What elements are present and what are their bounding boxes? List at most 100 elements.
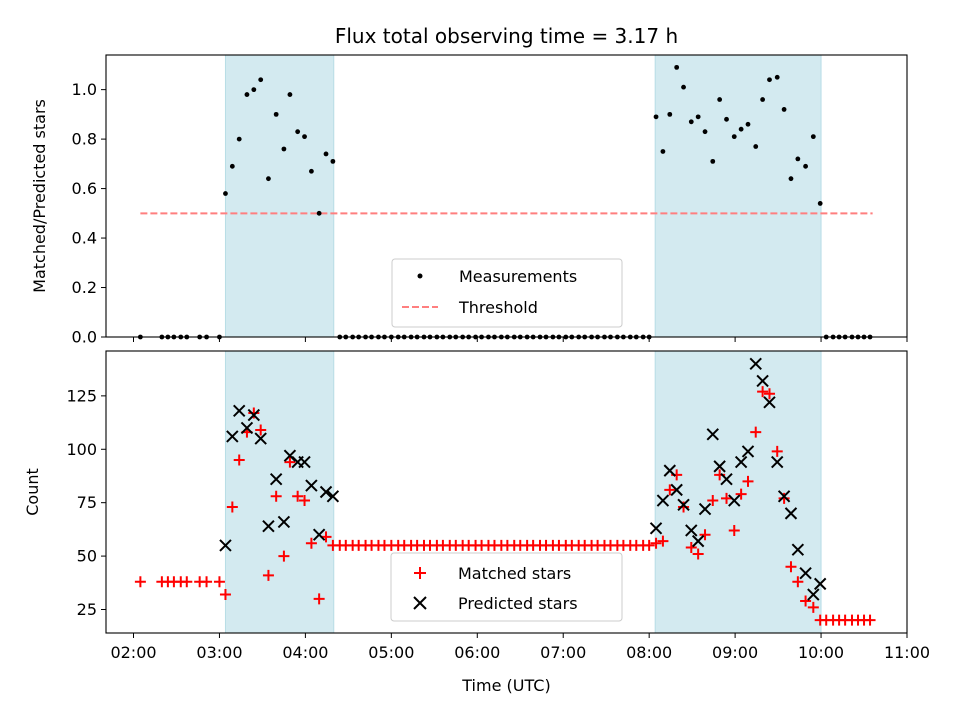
measurement-point [745, 121, 751, 127]
measurement-point [695, 114, 701, 120]
measurement-point [266, 176, 271, 182]
y-tick-label: 0.2 [72, 278, 97, 297]
measurement-point [760, 97, 766, 102]
measurement-point [738, 126, 744, 132]
matched-star-point [721, 492, 733, 504]
predicted-star-point [784, 507, 798, 520]
matched-star-point [678, 501, 690, 513]
shaded-region [224, 350, 335, 634]
shaded-regions-bottom [224, 350, 822, 634]
matched-star-point [657, 535, 669, 547]
measurement-point [316, 210, 322, 216]
measurement-point [229, 163, 235, 169]
legend-top: Measurements Threshold [391, 258, 623, 328]
predicted-star-point [277, 515, 291, 529]
measurement-point [788, 176, 794, 182]
measurement-point [281, 146, 287, 152]
predicted-star-point [247, 408, 261, 422]
measurement-point [681, 84, 686, 90]
matched-star-point [650, 537, 662, 549]
matched-star-point [864, 614, 876, 626]
predicted-star-point [741, 445, 755, 458]
y-tick-label: 100 [66, 440, 97, 459]
matched-star-point [233, 454, 245, 466]
matched-star-point [255, 424, 267, 436]
y-tick-label: 0.0 [72, 328, 97, 347]
predicted-star-point [756, 374, 769, 388]
legend-measurements-marker [417, 273, 423, 279]
matched-star-point [134, 576, 146, 588]
measurement-point [795, 156, 801, 162]
y-tick-label: 125 [66, 386, 97, 405]
measurement-point [223, 191, 228, 196]
matched-star-point [692, 548, 704, 560]
measurement-point [660, 149, 666, 154]
x-tick-label: 04:00 [282, 643, 328, 662]
y-axis-top: 0.0 0.2 0.4 0.6 0.8 1.0 [72, 80, 106, 347]
matched-star-point [800, 595, 812, 607]
matched-star-point [262, 569, 274, 581]
y-tick-label: 0.6 [72, 179, 97, 198]
y-tick-label: 0.4 [72, 229, 97, 248]
y-axis-label-bottom: Count [23, 468, 42, 516]
predicted-star-point [219, 539, 232, 552]
measurement-point [810, 134, 816, 140]
x-tick-label: 02:00 [110, 643, 156, 662]
predicted-star-point [298, 455, 311, 469]
predicted-star-points [219, 357, 827, 601]
x-tick-label: 03:00 [196, 643, 242, 662]
matched-star-point [685, 542, 697, 554]
panel-counts: 25 50 75 100 125 02:00 03:00 04:00 05:00 06:00 07… [23, 350, 930, 695]
predicted-star-point [305, 479, 318, 492]
y-tick-label: 50 [77, 547, 97, 566]
measurement-point [724, 116, 729, 122]
predicted-star-point [728, 494, 741, 507]
x-tick-label: 05:00 [368, 643, 414, 662]
measurement-point [309, 168, 314, 174]
matched-star-point [201, 576, 213, 588]
measurement-point [244, 92, 250, 97]
y-tick-label: 1.0 [72, 80, 97, 99]
matched-star-point [248, 407, 260, 419]
matched-star-point [284, 456, 296, 468]
matched-star-point [299, 495, 311, 507]
measurement-point [236, 136, 242, 142]
shaded-region [654, 54, 822, 338]
measurement-point [702, 129, 708, 135]
predicted-star-point [269, 472, 283, 486]
measurement-point [781, 107, 787, 112]
predicted-star-point [777, 490, 791, 503]
predicted-star-point [233, 404, 246, 418]
measurement-point [653, 114, 659, 120]
matched-star-point [643, 539, 655, 551]
legend-box-bottom [390, 552, 623, 622]
predicted-star-point [262, 519, 275, 533]
chart-title: Flux total observing time = 3.17 h [335, 24, 678, 48]
measurement-point [273, 111, 279, 117]
legend-threshold-label: Threshold [458, 298, 538, 317]
predicted-star-point [698, 502, 712, 516]
predicted-star-point [713, 460, 726, 473]
predicted-star-point [663, 464, 677, 477]
predicted-star-point [763, 396, 776, 409]
measurement-point [753, 144, 759, 149]
predicted-star-point [734, 455, 748, 469]
x-tick-label: 11:00 [884, 643, 930, 662]
predicted-star-point [685, 524, 698, 537]
matched-star-point [219, 589, 231, 601]
matched-star-point [742, 475, 754, 487]
predicted-star-point [326, 490, 340, 503]
measurement-point [295, 129, 301, 135]
predicted-star-point [706, 428, 719, 441]
predicted-star-point [240, 421, 254, 435]
shaded-region [654, 350, 822, 634]
shaded-regions-top [224, 54, 822, 338]
measurement-point [817, 201, 823, 206]
measurement-point [251, 87, 257, 93]
matched-star-point [807, 601, 819, 613]
x-tick-label: 07:00 [540, 643, 586, 662]
y-tick-label: 0.8 [72, 130, 97, 149]
plot-frame-bottom [105, 350, 908, 634]
predicted-star-point [749, 357, 762, 371]
